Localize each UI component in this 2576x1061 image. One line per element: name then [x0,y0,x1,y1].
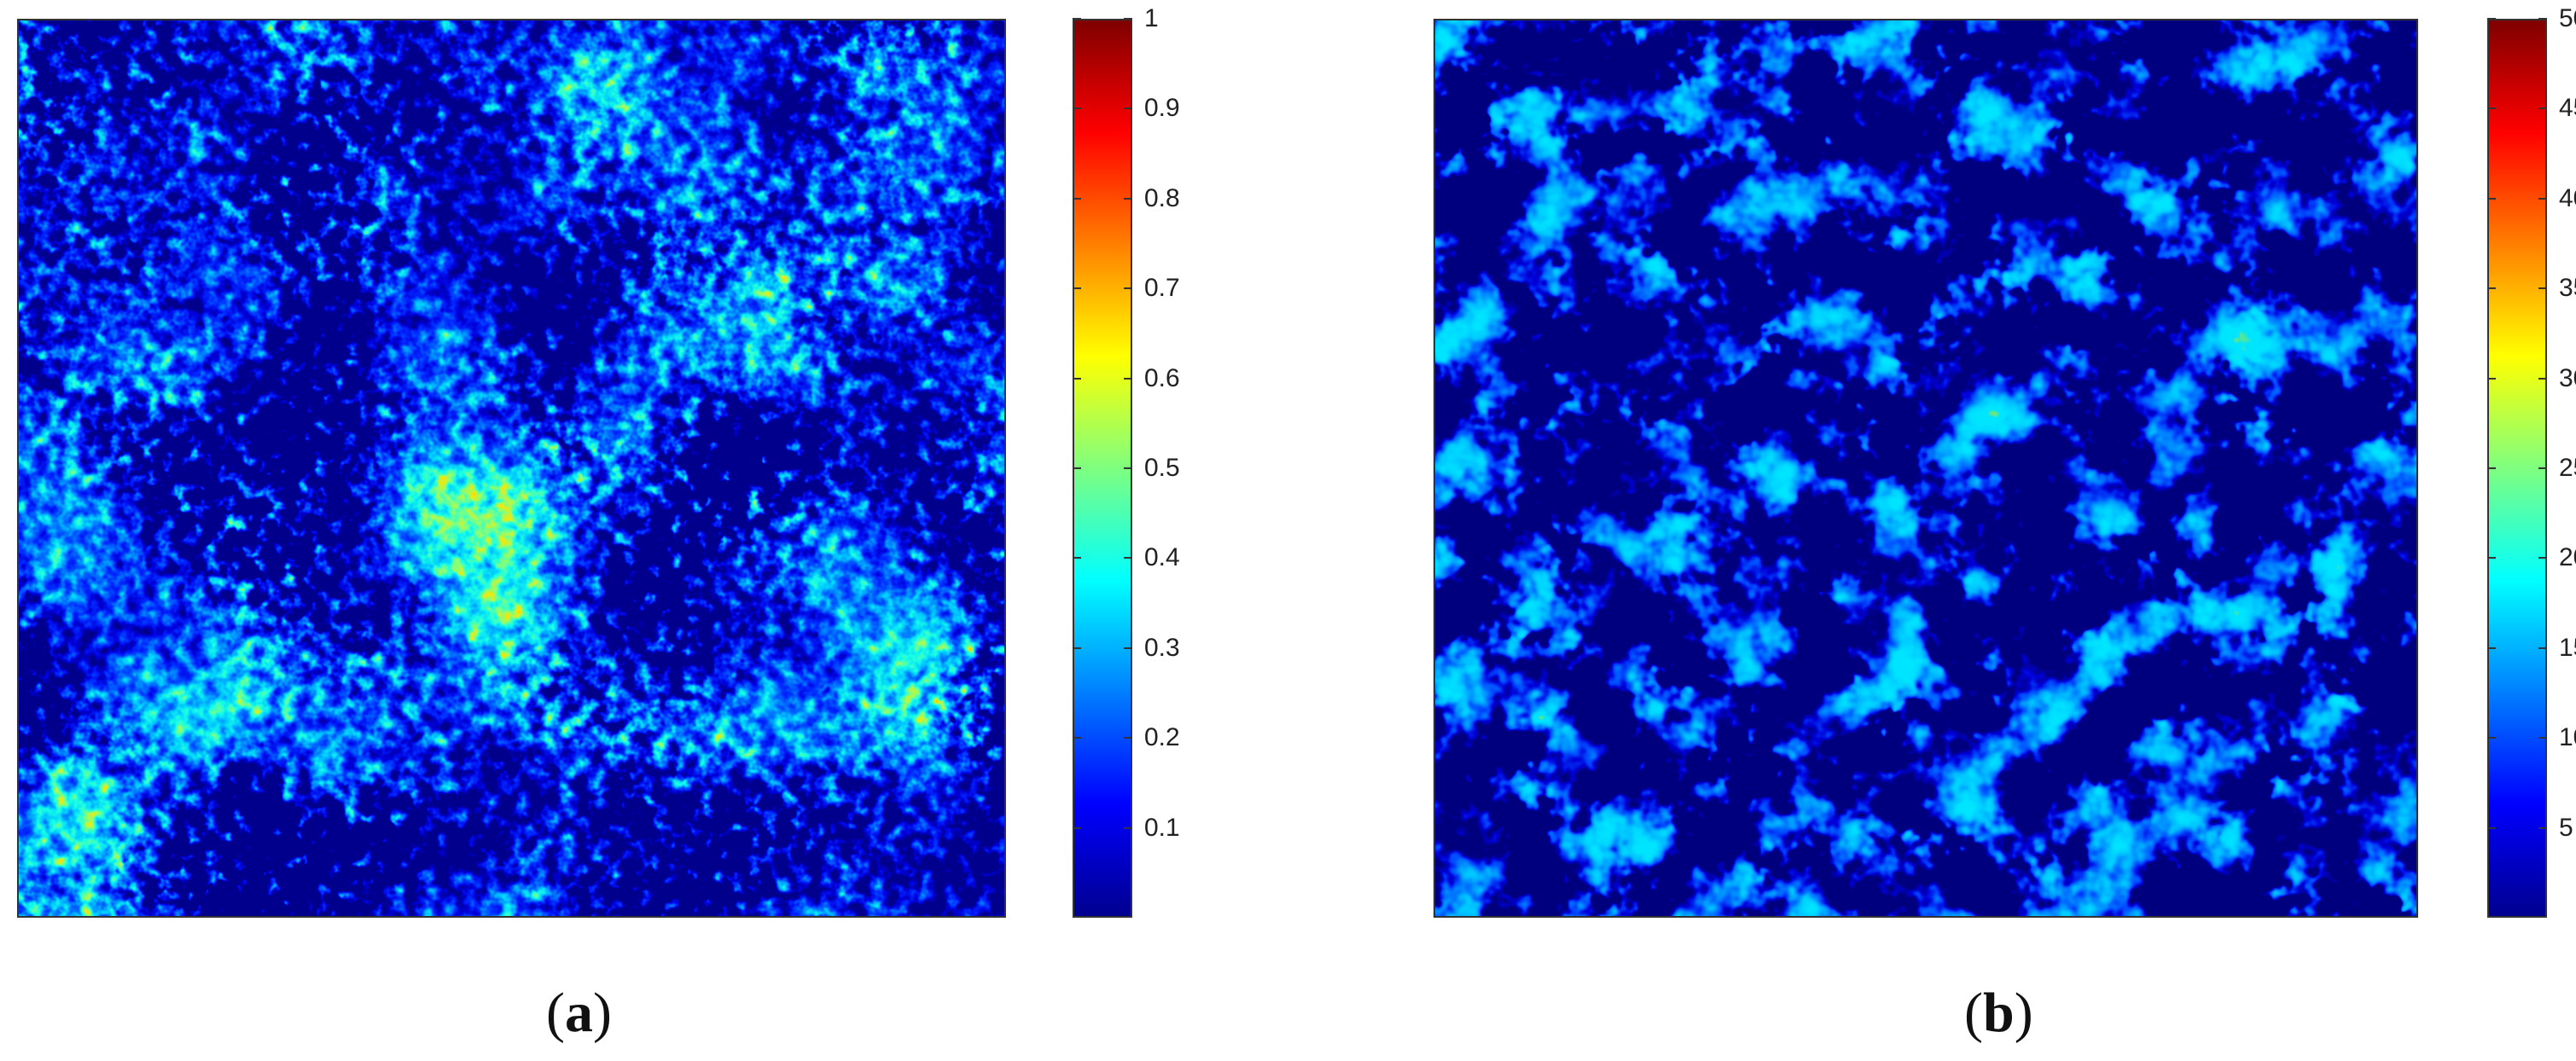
colorbar-b-tick-label: 25 [2559,454,2576,482]
panel-b-caption-open: ( [1964,982,1983,1044]
colorbar-b-tick-mark [2487,467,2496,469]
colorbar-b-tick-label: 5 [2559,813,2573,842]
colorbar-a-tick-mark [1073,287,1081,290]
colorbar-a-tick-mark [1073,107,1081,110]
colorbar-a-tick-mark [1073,737,1081,739]
heatmap-b [1433,19,2418,918]
colorbar-a-tick-mark [1073,646,1081,649]
colorbar-a-tick-label: 0.9 [1144,94,1180,123]
panel-b-label: b [1982,982,2015,1044]
colorbar-a-tick-label: 0.6 [1144,363,1180,392]
panel-b-caption-close: ) [2014,982,2033,1044]
colorbar-b-tick-mark [2487,557,2496,559]
colorbar-a-tick-label: 0.8 [1144,183,1180,212]
colorbar-b-tick-mark [2538,287,2547,290]
colorbar-a-tick-mark [1124,18,1132,20]
colorbar-a-tick-mark [1073,197,1081,200]
colorbar-b-tick-label: 35 [2559,274,2576,303]
colorbar-a-tick-mark [1124,826,1132,829]
colorbar-b-tick-mark [2487,646,2496,649]
colorbar-a-tick-mark [1124,197,1132,200]
colorbar-b-tick-mark [2538,646,2547,649]
colorbar-a-tick-mark [1124,377,1132,380]
colorbar-a-tick-mark [1124,287,1132,290]
colorbar-a-tick-mark [1124,737,1132,739]
colorbar-b-tick-mark [2487,287,2496,290]
colorbar-a-tick-mark [1073,826,1081,829]
colorbar-a-tick-label: 0.4 [1144,543,1180,572]
panel-a-caption: (a) [546,981,612,1046]
colorbar-b-tick-mark [2538,826,2547,829]
colorbar-a-tick-mark [1073,18,1081,20]
colorbar-a-tick-mark [1073,557,1081,559]
colorbar-a-tick-mark [1124,646,1132,649]
heatmap-a [17,19,1006,918]
colorbar-b-tick-mark [2487,107,2496,110]
colorbar-a-tick-mark [1124,557,1132,559]
colorbar-b-tick-label: 20 [2559,543,2576,572]
colorbar-b-tick-label: 30 [2559,363,2576,392]
colorbar-a-tick-label: 0.5 [1144,454,1180,482]
panel-a-label: a [564,982,593,1044]
colorbar-b-tick-mark [2538,107,2547,110]
colorbar-b-tick-mark [2487,377,2496,380]
colorbar-b-tick-mark [2487,737,2496,739]
colorbar-b-tick-mark [2538,737,2547,739]
colorbar-b-tick-mark [2487,197,2496,200]
colorbar-b-tick-label: 15 [2559,633,2576,662]
colorbar-a-tick-label: 0.1 [1144,813,1180,842]
colorbar-a-tick-mark [1124,467,1132,469]
colorbar-b-tick-mark [2538,18,2547,20]
colorbar-b-tick-mark [2538,467,2547,469]
colorbar-b-tick-mark [2538,557,2547,559]
colorbar-b-tick-mark [2487,18,2496,20]
colorbar-b-tick-label: 45 [2559,94,2576,123]
panel-b-caption: (b) [1964,981,2033,1046]
colorbar-b-tick-mark [2487,826,2496,829]
colorbar-b-tick-label: 50 [2559,4,2576,32]
colorbar-b-tick-label: 10 [2559,723,2576,752]
panel-a-caption-close: ) [592,982,612,1044]
colorbar-a-tick-label: 0.7 [1144,274,1180,303]
colorbar-a-tick-mark [1073,467,1081,469]
panel-a-caption-open: ( [546,982,565,1044]
colorbar-a-tick-mark [1124,107,1132,110]
colorbar-b-tick-mark [2538,377,2547,380]
colorbar-a-tick-label: 1 [1144,4,1159,32]
colorbar-b-tick-mark [2538,197,2547,200]
colorbar-a-tick-label: 0.3 [1144,633,1180,662]
colorbar-b-tick-label: 40 [2559,183,2576,212]
colorbar-a-tick-label: 0.2 [1144,723,1180,752]
colorbar-a-tick-mark [1073,377,1081,380]
